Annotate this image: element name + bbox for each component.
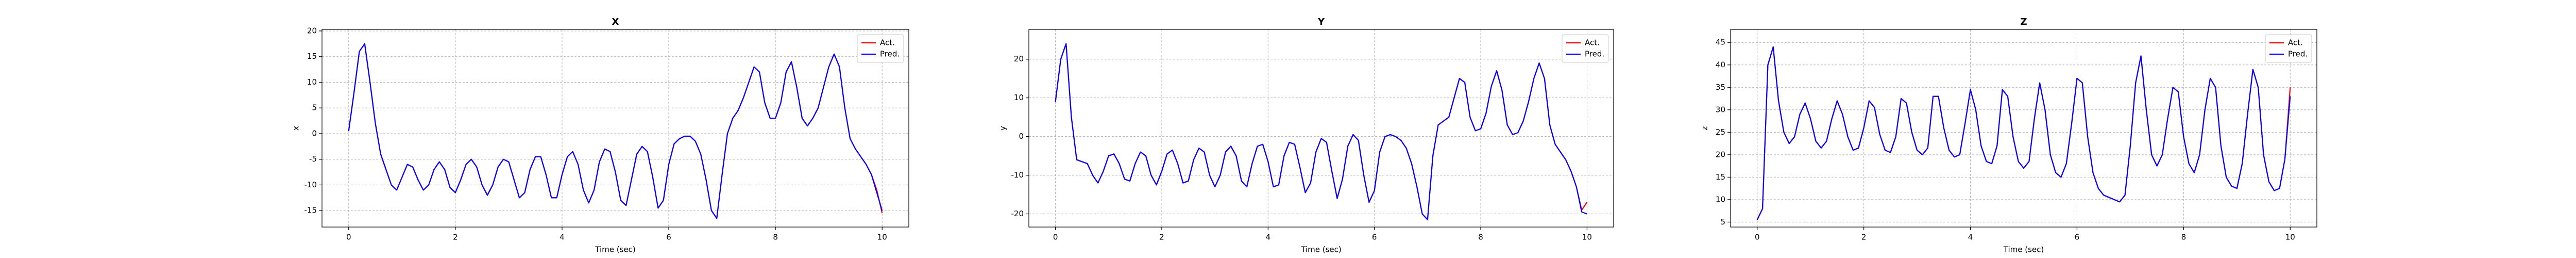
- chart-title: Y: [1317, 17, 1325, 27]
- y-axis-label: x: [292, 126, 301, 131]
- legend-box: [1562, 34, 1609, 63]
- x-tick-label: 4: [1968, 233, 1973, 242]
- legend-label: Pred.: [2288, 50, 2308, 59]
- series-line: [348, 43, 883, 219]
- legend-label: Pred.: [1585, 50, 1604, 59]
- y-tick-label: -10: [304, 180, 317, 189]
- legend-box: [857, 34, 904, 63]
- y-tick-label: 20: [1014, 54, 1024, 63]
- legend-label: Act.: [880, 38, 895, 47]
- y-axis-label: y: [998, 126, 1008, 131]
- series-line: [1055, 43, 1588, 220]
- chart-title: Z: [2020, 17, 2027, 27]
- legend-label: Act.: [1585, 38, 1600, 47]
- axes-frame: [321, 29, 909, 228]
- legend-box: [2265, 34, 2312, 63]
- x-axis-label: Time (sec): [1300, 245, 1341, 254]
- y-tick-label: 5: [1720, 217, 1725, 227]
- series-line: [1756, 46, 2291, 220]
- y-tick-label: -5: [309, 154, 317, 164]
- x-tick-label: 8: [773, 233, 778, 242]
- y-tick-label: 10: [307, 77, 317, 87]
- y-tick-label: 30: [1716, 105, 1725, 114]
- y-tick-label: 15: [1716, 172, 1725, 182]
- x-tick-label: 2: [1861, 233, 1867, 242]
- y-tick-label: -15: [304, 206, 317, 215]
- y-tick-label: 0: [1019, 132, 1024, 141]
- x-tick-label: 8: [1478, 233, 1483, 242]
- x-tick-label: 2: [453, 233, 458, 242]
- x-tick-label: 10: [2285, 233, 2295, 242]
- x-axis-label: Time (sec): [595, 245, 635, 254]
- x-tick-label: 2: [1159, 233, 1164, 242]
- y-tick-label: 20: [307, 26, 317, 35]
- y-tick-label: 10: [1014, 93, 1024, 102]
- x-axis-label: Time (sec): [2003, 245, 2044, 254]
- axes-frame: [1028, 29, 1614, 228]
- y-tick-label: 20: [1716, 150, 1725, 159]
- y-tick-label: 45: [1716, 38, 1725, 47]
- chart-title: X: [612, 17, 619, 27]
- y-tick-label: 5: [312, 103, 317, 112]
- y-tick-label: -20: [1011, 209, 1024, 218]
- y-tick-label: 15: [307, 52, 317, 61]
- x-tick-label: 10: [1582, 233, 1592, 242]
- x-tick-label: 4: [560, 233, 565, 242]
- legend-label: Act.: [2288, 38, 2303, 47]
- series-line: [348, 43, 883, 219]
- y-tick-label: 25: [1716, 127, 1725, 137]
- y-tick-label: -10: [1011, 170, 1024, 180]
- series-line: [1055, 43, 1587, 220]
- y-tick-label: 40: [1716, 60, 1725, 69]
- y-tick-label: 10: [1716, 195, 1725, 204]
- x-tick-label: 0: [1755, 233, 1760, 242]
- y-axis-label: z: [1700, 126, 1709, 130]
- axes-frame: [1730, 29, 2317, 228]
- x-tick-label: 4: [1266, 233, 1271, 242]
- x-tick-label: 6: [1372, 233, 1377, 242]
- y-tick-label: 0: [312, 128, 317, 138]
- x-tick-label: 6: [666, 233, 671, 242]
- x-tick-label: 10: [877, 233, 887, 242]
- y-tick-label: 35: [1716, 83, 1725, 92]
- x-tick-label: 0: [346, 233, 351, 242]
- x-tick-label: 6: [2075, 233, 2080, 242]
- series-line: [1756, 46, 2291, 220]
- x-tick-label: 8: [2181, 233, 2187, 242]
- x-tick-label: 0: [1053, 233, 1058, 242]
- legend-label: Pred.: [880, 50, 900, 59]
